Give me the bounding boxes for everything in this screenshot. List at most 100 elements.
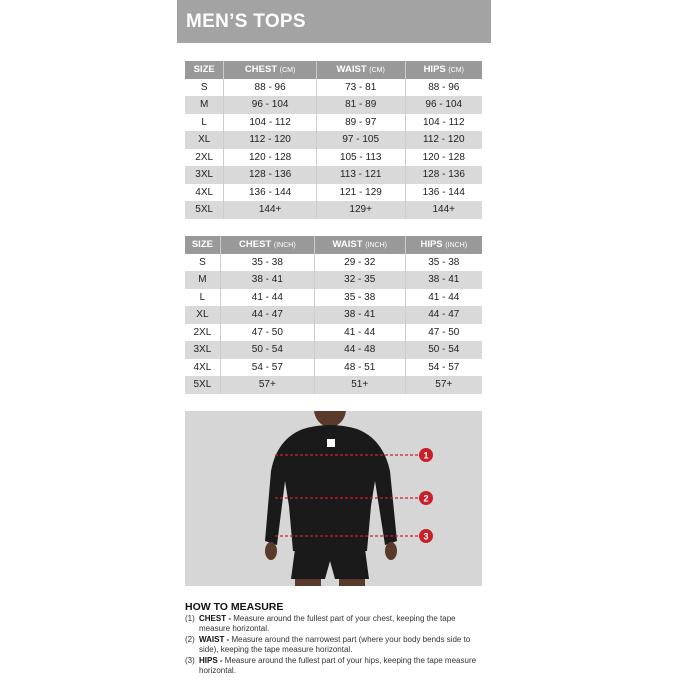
table-cell: 38 - 41 xyxy=(219,271,315,289)
header-label: WAIST xyxy=(332,239,363,251)
header-label: CHEST xyxy=(244,64,278,76)
table-cell: 48 - 51 xyxy=(313,358,406,376)
column-header: SIZE xyxy=(185,236,221,254)
table-cell: 3XL xyxy=(185,166,224,184)
table-cell: 120 - 128 xyxy=(404,148,482,166)
table-cell: 38 - 41 xyxy=(313,306,406,324)
how-to-heading: HOW TO MEASURE xyxy=(185,601,284,613)
cm-size-table: SIZE CHEST (CM) WAIST (CM) HIPS (CM) S 88 - … xyxy=(185,61,482,219)
table-cell: M xyxy=(185,96,224,114)
table-cell: 121 - 129 xyxy=(315,183,406,201)
table-cell: 88 - 96 xyxy=(223,78,317,96)
item-text: Measure around the fullest part of your … xyxy=(199,655,477,676)
table-cell: 136 - 144 xyxy=(223,183,317,201)
title-banner: MEN’S TOPS xyxy=(177,0,491,43)
header-unit: (INCH) xyxy=(273,242,296,250)
column-header: HIPS (CM) xyxy=(404,61,482,79)
table-cell: 57+ xyxy=(404,376,482,394)
marker-label: 2 xyxy=(423,494,428,504)
header-label: WAIST xyxy=(336,64,367,76)
column-header: SIZE xyxy=(185,61,224,79)
table-cell: 104 - 112 xyxy=(223,113,317,131)
table-cell: 128 - 136 xyxy=(223,166,317,184)
table-cell: M xyxy=(185,271,221,289)
table-cell: 50 - 54 xyxy=(404,341,482,359)
table-cell: 136 - 144 xyxy=(404,183,482,201)
marker-label: 3 xyxy=(423,532,428,542)
how-to-measure: HOW TO MEASURE (1) CHEST - Measure around… xyxy=(185,602,485,677)
how-to-item: (3) HIPS - Measure around the fullest par… xyxy=(185,656,485,677)
table-cell: 120 - 128 xyxy=(223,148,317,166)
item-number: (2) xyxy=(185,634,195,644)
table-cell: 2XL xyxy=(195,151,214,163)
table-row: XL 44 - 47 38 - 41 44 - 47 xyxy=(185,306,482,324)
table-cell: 41 - 44 xyxy=(219,288,315,306)
table-cell: 41 - 44 xyxy=(404,288,482,306)
header-label: HIPS xyxy=(420,239,443,251)
table-cell: 89 - 97 xyxy=(315,113,406,131)
header-label: CHEST xyxy=(239,239,272,251)
table-row: L 104 - 112 89 - 97 104 - 112 xyxy=(185,113,482,131)
table-cell: 96 - 104 xyxy=(404,96,482,114)
table-cell: 35 - 38 xyxy=(219,253,315,271)
table-cell: 47 - 50 xyxy=(219,323,315,341)
table-cell: 47 - 50 xyxy=(404,323,482,341)
inch-size-table: SIZE CHEST (INCH) WAIST (INCH) HIPS (INCH)… xyxy=(185,236,482,394)
table-cell: 32 - 35 xyxy=(313,271,406,289)
table-cell: L xyxy=(201,116,207,128)
column-header: CHEST (CM) xyxy=(223,61,317,79)
table-cell: XL xyxy=(185,306,221,324)
header-unit: (CM) xyxy=(448,67,464,75)
table-row: S 88 - 96 73 - 81 88 - 96 xyxy=(185,78,482,96)
table-cell: 50 - 54 xyxy=(219,341,315,359)
table-cell: 5XL xyxy=(185,201,224,219)
table-cell: 5XL xyxy=(185,376,221,394)
table-cell: XL xyxy=(185,131,224,149)
page-title: MEN’S TOPS xyxy=(186,11,306,32)
item-name: WAIST - xyxy=(199,634,230,644)
table-cell: 112 - 120 xyxy=(404,131,482,149)
table-cell: 44 - 47 xyxy=(404,306,482,324)
table-cell: 3XL xyxy=(185,341,221,359)
table-row: 5XL 57+ 51+ 57+ xyxy=(185,376,482,394)
table-cell: 29 - 32 xyxy=(313,253,406,271)
table-cell: 44 - 47 xyxy=(219,306,315,324)
table-row: M 38 - 41 32 - 35 38 - 41 xyxy=(185,271,482,289)
table-cell: 129+ xyxy=(315,201,406,219)
table-cell: 38 - 41 xyxy=(404,271,482,289)
how-to-item: (1) CHEST - Measure around the fullest pa… xyxy=(185,614,485,635)
how-to-item: (2) WAIST - Measure around the narrowest … xyxy=(185,635,485,656)
table-row: 3XL 128 - 136 113 - 121 128 - 136 xyxy=(185,166,482,184)
marker-circle xyxy=(419,529,433,543)
table-row: XL 112 - 120 97 - 105 112 - 120 xyxy=(185,131,482,149)
table-row: 2XL 120 - 128 105 - 113 120 - 128 xyxy=(185,148,482,166)
table-cell: 54 - 57 xyxy=(219,358,315,376)
table-cell: 88 - 96 xyxy=(404,78,482,96)
table-row: L 41 - 44 35 - 38 41 - 44 xyxy=(185,288,482,306)
header-unit: (INCH) xyxy=(365,242,387,250)
table-cell: 4XL xyxy=(195,186,214,198)
table-cell: L xyxy=(199,291,206,303)
column-header: CHEST (INCH) xyxy=(219,236,315,254)
table-cell: 35 - 38 xyxy=(313,288,406,306)
table-cell: 144+ xyxy=(404,201,482,219)
table-cell: S xyxy=(199,256,206,268)
header-label: SIZE xyxy=(191,239,213,251)
table-cell: 105 - 113 xyxy=(315,148,406,166)
measurement-figure: 1 2 3 xyxy=(185,411,482,586)
table-cell: S xyxy=(200,81,208,93)
table-cell: 81 - 89 xyxy=(315,96,406,114)
table-cell: 97 - 105 xyxy=(315,131,406,149)
column-header: WAIST (INCH) xyxy=(313,236,406,254)
item-name: CHEST - xyxy=(199,613,231,623)
marker-circle xyxy=(419,491,433,505)
table-cell: 113 - 121 xyxy=(315,166,406,184)
item-name: HIPS - xyxy=(199,655,223,665)
marker-circle xyxy=(419,448,433,462)
table-row: S 35 - 38 29 - 32 35 - 38 xyxy=(185,253,482,271)
model-illustration: 1 2 3 xyxy=(265,411,433,586)
table-row: 4XL 54 - 57 48 - 51 54 - 57 xyxy=(185,358,482,376)
table-cell: 51+ xyxy=(313,376,406,394)
header-label: HIPS xyxy=(423,64,446,76)
header-unit: (INCH) xyxy=(445,242,468,250)
